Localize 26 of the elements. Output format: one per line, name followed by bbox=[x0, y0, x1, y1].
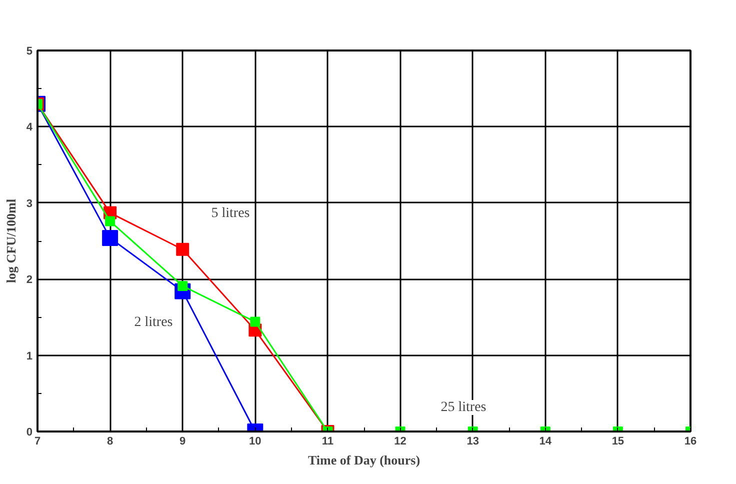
y-tick-label: 5 bbox=[26, 46, 33, 58]
y-tick-label: 4 bbox=[26, 122, 34, 134]
annotation: 5 litres bbox=[211, 206, 250, 221]
x-tick-label: 10 bbox=[249, 436, 262, 448]
point bbox=[250, 316, 260, 327]
y-axis-title: log CFU/100ml bbox=[3, 198, 18, 284]
x-tick-label: 14 bbox=[539, 436, 552, 448]
y-tick-label: 1 bbox=[26, 350, 33, 362]
x-tick-label: 11 bbox=[322, 436, 334, 448]
x-tick-label: 7 bbox=[34, 436, 41, 448]
x-tick-label: 13 bbox=[466, 436, 479, 448]
point bbox=[176, 242, 190, 256]
x-tick-label: 15 bbox=[612, 436, 624, 448]
y-tick-label: 2 bbox=[26, 274, 33, 286]
x-tick-label: 9 bbox=[180, 436, 186, 448]
point bbox=[178, 280, 188, 291]
x-axis-title: Time of Day (hours) bbox=[308, 452, 420, 468]
x-tick-label: 16 bbox=[684, 436, 697, 448]
x-tick-label: 8 bbox=[106, 436, 114, 448]
point bbox=[102, 230, 118, 246]
x-tick-label: 12 bbox=[394, 436, 406, 448]
annotation: 25 litres bbox=[440, 400, 486, 415]
y-tick-label: 3 bbox=[26, 198, 33, 210]
annotation: 2 litres bbox=[134, 315, 173, 330]
point bbox=[105, 216, 116, 226]
y-tick-label: 0 bbox=[26, 426, 33, 438]
